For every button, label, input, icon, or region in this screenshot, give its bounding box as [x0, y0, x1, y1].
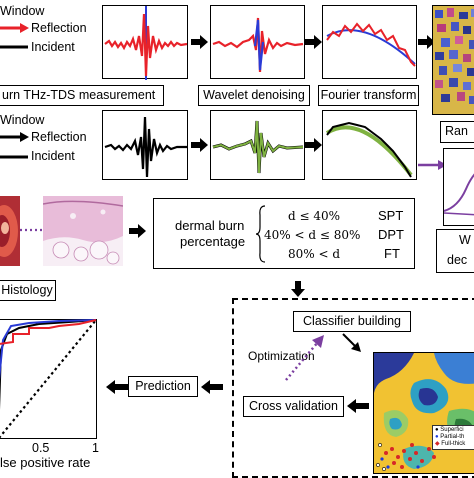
- flow-arrow-r1-3: [418, 35, 435, 49]
- histology-caption: Histology: [0, 280, 56, 301]
- arrow-cv-to-classifier: [275, 318, 297, 398]
- flow-arrow-r1-1: [191, 35, 208, 49]
- right-cut-curve: [443, 173, 474, 216]
- wavelet-caption: Wavelet denoising: [198, 85, 310, 106]
- formula-case3: 80% < d: [288, 247, 341, 261]
- roc-xlabel: lse positive rate: [0, 455, 91, 470]
- denoised-signal-plot-2: [212, 120, 304, 174]
- raw-signal-panel: [102, 5, 188, 80]
- fourier-plot: [326, 22, 416, 67]
- burn-classification-box: [153, 198, 415, 269]
- formula-case2: 40% < d ≤ 80%: [264, 228, 361, 242]
- measurement-caption: urn THz-TDS measurement: [0, 85, 164, 106]
- legend-item-superficial: ● Superfici: [435, 427, 464, 433]
- roc-tick-05: 0.5: [32, 441, 50, 455]
- denoised-signal-panel: [210, 5, 305, 79]
- denoised-signal-plot: [212, 17, 304, 73]
- optimization-label: Optimization: [248, 349, 315, 363]
- classifier-building-box: Classifier building: [293, 311, 411, 332]
- optimization-dotted-arrow: [285, 335, 324, 381]
- burn-photo: [0, 196, 20, 266]
- formula-title-line1: dermal burn: [175, 218, 245, 233]
- roc-tick-1: 1: [92, 441, 99, 455]
- fourier-panel-2: [322, 110, 417, 180]
- right-cut-caption: W dec: [436, 229, 474, 273]
- right-cut-line1: W: [459, 233, 471, 247]
- random-forest-caption: Ran: [440, 121, 474, 143]
- fourier-caption: Fourier transform: [318, 85, 419, 106]
- window-label-1: Window: [0, 4, 45, 18]
- fourier-plot-2: [325, 121, 413, 178]
- cross-validation-box: Cross validation: [243, 396, 344, 417]
- formula-title-line2: percentage: [180, 234, 246, 249]
- formula-brace: [255, 205, 266, 263]
- feature-map-pattern: [433, 6, 474, 114]
- legend-item-partial: ● Partial-th: [435, 434, 465, 440]
- reflection-label-2: Reflection: [31, 130, 87, 144]
- flow-arrow-down: [291, 281, 305, 297]
- reflection-arrow-legend-1: [0, 23, 29, 33]
- denoised-signal-panel-2: [210, 110, 305, 180]
- right-cut-line2: dec: [447, 253, 468, 267]
- arrow-to-roc: [106, 380, 128, 394]
- flow-arrow-r2-2: [305, 138, 322, 152]
- purple-arrow-right: [418, 160, 447, 170]
- histology-detail: [43, 196, 123, 266]
- fourier-panel: [322, 5, 417, 79]
- formula-class1: SPT: [378, 208, 404, 223]
- flow-arrow-r2-1: [191, 138, 208, 152]
- decision-boundary-graphic: [374, 353, 474, 473]
- burn-photo-detail: [0, 196, 20, 266]
- right-cut-panel: [443, 148, 474, 226]
- raw-signal-plot: [104, 6, 188, 80]
- raw-signal-plot-2: [104, 116, 187, 178]
- formula-class3: FT: [384, 246, 400, 261]
- roc-plot: [0, 319, 97, 439]
- formula-class2: DPT: [378, 227, 404, 242]
- histology-image: [43, 196, 123, 266]
- reflection-label-1: Reflection: [31, 21, 87, 35]
- incident-line-legend-2: [0, 155, 28, 159]
- arrow-to-prediction: [201, 380, 223, 394]
- formula-case1: d ≤ 40%: [288, 209, 341, 223]
- incident-label-1: Incident: [31, 40, 75, 54]
- scatter-legend: ● Superfici ● Partial-th ◆ Full-thick: [432, 425, 474, 450]
- incident-line-legend-1: [0, 45, 28, 49]
- feature-map-panel: [432, 5, 474, 115]
- raw-signal-panel-2: [102, 110, 188, 180]
- incident-label-2: Incident: [31, 149, 75, 163]
- reflection-arrow-legend-2: [0, 132, 29, 142]
- arrow-to-cross-validation: [347, 399, 369, 413]
- decision-boundary-plot: ● Superfici ● Partial-th ◆ Full-thick: [373, 352, 474, 474]
- roc-curves: [0, 319, 97, 439]
- flow-arrow-to-formula: [129, 224, 146, 238]
- flow-arrow-r1-2: [305, 35, 322, 49]
- arrow-to-scatter: [342, 333, 361, 352]
- prediction-box: Prediction: [128, 376, 198, 397]
- legend-item-full: ◆ Full-thick: [435, 441, 466, 447]
- window-label-2: Window: [0, 113, 45, 127]
